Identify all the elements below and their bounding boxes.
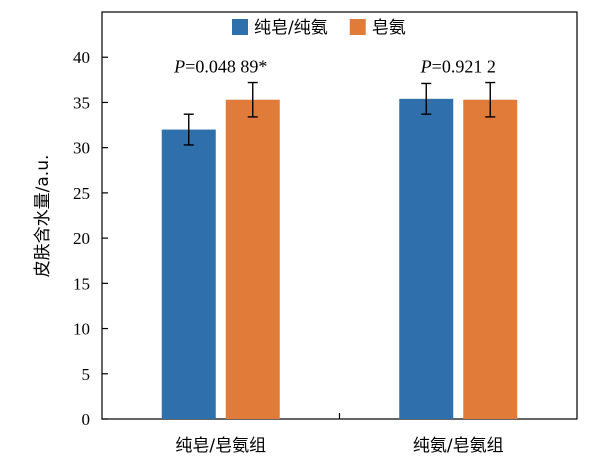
x-axis: 纯皂/皂氨组 纯氨/皂氨组 <box>175 413 504 456</box>
error-bars <box>183 81 496 146</box>
significance-annotations: P=0.048 89* P=0.921 2 <box>173 57 496 77</box>
y-axis-label: 皮肤含水量/a.u. <box>33 155 53 278</box>
y-tick-label: 25 <box>73 184 90 203</box>
bar <box>463 99 518 419</box>
p-value-annotation: P=0.048 89* <box>173 57 267 77</box>
legend-swatch <box>349 19 366 35</box>
y-tick-label: 40 <box>73 48 90 67</box>
bars <box>161 98 518 420</box>
y-tick-label: 0 <box>82 410 91 429</box>
legend: 纯皂/纯氨 皂氨 <box>232 18 406 38</box>
p-value-annotation: P=0.921 2 <box>420 57 496 77</box>
legend-label: 纯皂/纯氨 <box>254 18 328 38</box>
legend-swatch <box>232 19 248 35</box>
y-tick-label: 35 <box>73 93 90 112</box>
legend-label: 皂氨 <box>372 18 406 38</box>
x-tick-label: 纯氨/皂氨组 <box>413 436 504 456</box>
bar <box>161 129 216 420</box>
y-tick-label: 5 <box>82 365 91 384</box>
bar <box>399 98 454 420</box>
y-tick-label: 30 <box>73 139 90 158</box>
y-tick-label: 10 <box>73 320 90 339</box>
y-axis: 0 5 10 15 20 25 30 35 40 <box>73 48 108 429</box>
bar <box>225 99 280 419</box>
y-tick-label: 15 <box>73 274 90 293</box>
y-tick-label: 20 <box>73 229 90 248</box>
x-tick-label: 纯皂/皂氨组 <box>175 436 266 456</box>
